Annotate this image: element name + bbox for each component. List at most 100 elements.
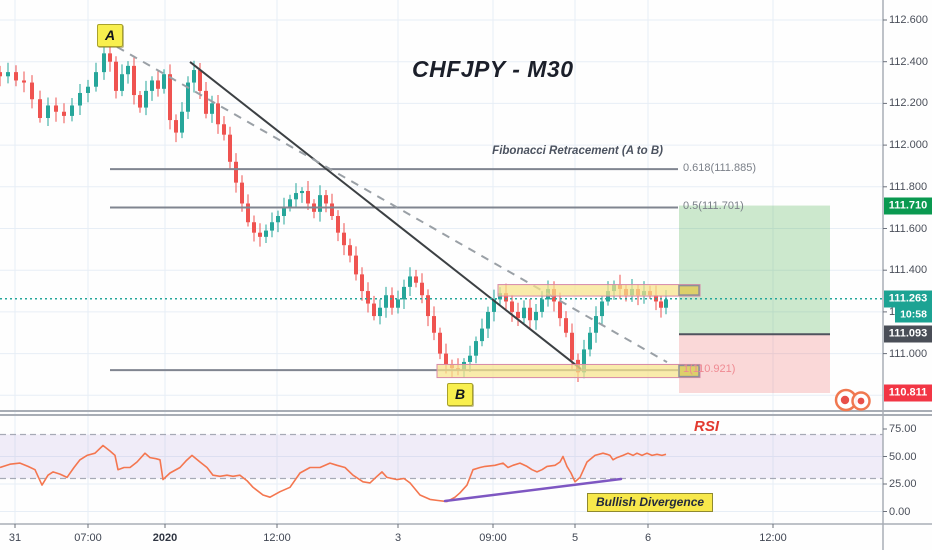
price-axis-label: 112.600 <box>889 14 928 26</box>
candle-body <box>6 72 10 77</box>
candle-body <box>659 301 663 308</box>
emoji-dot <box>857 397 865 405</box>
zone-handle[interactable] <box>678 284 700 296</box>
candle-body <box>372 303 376 317</box>
time-axis-label: 3 <box>394 532 402 544</box>
bar-countdown-badge: 10:58 <box>895 307 932 323</box>
candle-body <box>150 80 154 91</box>
candle-body <box>294 193 298 200</box>
candle-body <box>22 80 26 83</box>
candle-body <box>492 299 496 312</box>
zone-handle[interactable] <box>678 364 700 378</box>
time-axis-label: 07:00 <box>74 532 102 544</box>
candle-body <box>102 53 106 73</box>
rsi-band <box>0 434 883 479</box>
candle-body <box>486 311 490 329</box>
candle-body <box>240 182 244 204</box>
candle-body <box>276 215 280 223</box>
candle-body <box>252 222 256 233</box>
candle-body <box>582 349 586 373</box>
candle-body <box>234 161 238 183</box>
candle-body <box>378 307 382 317</box>
point-a-label[interactable]: A <box>97 24 123 47</box>
chart-title: CHFJPY - M30 <box>412 56 574 82</box>
fib-level-label: 0.618(111.885) <box>683 162 756 175</box>
candle-body <box>342 232 346 246</box>
candle-body <box>516 311 520 319</box>
candle-body <box>120 74 124 91</box>
candle-body <box>14 72 18 81</box>
candle-body <box>204 90 208 114</box>
rsi-axis-label: 0.00 <box>889 505 911 518</box>
candle-body <box>270 222 274 231</box>
demand-zone[interactable] <box>436 363 701 379</box>
candle-body <box>318 195 322 212</box>
steep-downtrend-line[interactable] <box>189 61 582 370</box>
candle-body <box>664 299 668 308</box>
candle-body <box>600 301 604 317</box>
fib-level-label: 0.5(111.701) <box>683 200 744 213</box>
supply-zone[interactable] <box>497 284 701 297</box>
point-b-label[interactable]: B <box>447 383 473 406</box>
candle-body <box>180 111 184 133</box>
candle-body <box>70 105 74 116</box>
candle-body <box>360 274 364 292</box>
bullish-divergence-label[interactable]: Bullish Divergence <box>587 493 714 512</box>
candle-body <box>0 72 2 77</box>
price-badge-target: 111.710 <box>884 197 932 215</box>
candle-body <box>444 353 448 365</box>
rsi-line <box>0 444 667 503</box>
candle-body <box>86 86 90 93</box>
candle-body <box>324 195 328 204</box>
price-axis-label: 111.800 <box>889 180 928 193</box>
candle-body <box>46 105 50 118</box>
candle-body <box>396 299 400 308</box>
candle-body <box>402 286 406 300</box>
candle-body <box>132 65 136 96</box>
candle-body <box>408 276 412 287</box>
fib-retracement-title: Fibonacci Retracement (A to B) <box>492 145 663 157</box>
candle-body <box>504 293 508 302</box>
a-to-b-dashed-line[interactable] <box>116 46 668 364</box>
candle-body <box>168 74 172 121</box>
candle-body <box>30 82 34 100</box>
candle-body <box>306 190 310 204</box>
rsi-indicator-label: RSI <box>694 418 720 435</box>
candle-body <box>480 328 484 342</box>
rsi-axis-label: 50.00 <box>889 450 917 463</box>
rsi-axis-label: 75.00 <box>889 423 917 435</box>
candle-body <box>126 65 130 75</box>
price-badge-stop: 110.811 <box>884 384 932 402</box>
candle-body <box>348 245 352 256</box>
candle-body <box>384 295 388 308</box>
stop-loss-zone[interactable] <box>679 334 830 394</box>
candle-body <box>330 203 334 216</box>
candle-body <box>336 215 340 233</box>
candle-body <box>114 61 118 91</box>
candle-body <box>156 80 160 89</box>
time-axis-label: 09:00 <box>479 532 507 544</box>
candle-body <box>420 282 424 296</box>
candle-body <box>78 92 82 106</box>
time-axis-label: 5 <box>571 532 579 544</box>
candle-body <box>162 74 166 89</box>
rsi-axis-label: 25.00 <box>889 478 917 490</box>
profit-target-zone[interactable] <box>679 205 830 335</box>
price-axis-label: 112.200 <box>889 97 928 110</box>
candle-body <box>94 72 98 87</box>
candle-body <box>228 134 232 162</box>
candle-body <box>522 307 526 319</box>
divergence-trendline[interactable] <box>443 477 623 503</box>
candle-body <box>390 295 394 308</box>
candle-body <box>426 295 430 317</box>
candle-body <box>198 70 202 91</box>
candle-body <box>54 105 58 112</box>
price-badge-entry: 111.093 <box>884 325 932 343</box>
candle-body <box>510 301 514 312</box>
candle-body <box>282 207 286 216</box>
time-axis-label: 31 <box>8 532 22 544</box>
candle-body <box>570 332 574 360</box>
candle-body <box>288 199 292 208</box>
